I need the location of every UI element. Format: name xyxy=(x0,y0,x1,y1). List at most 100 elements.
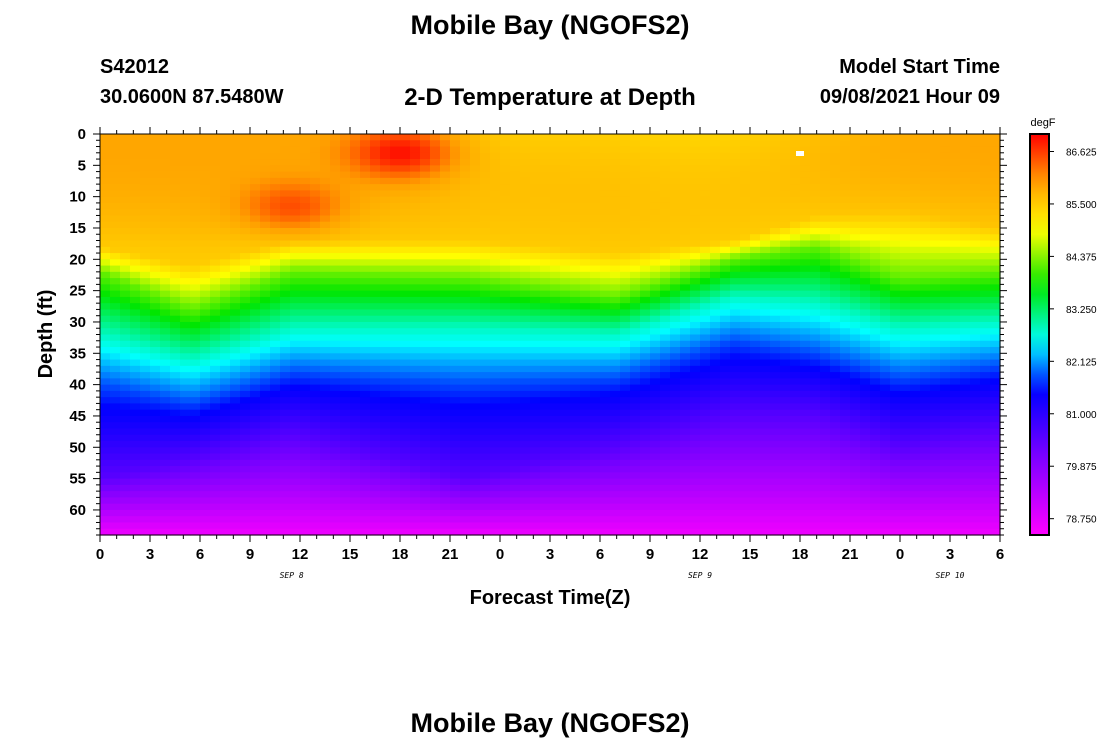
heatmap-cell xyxy=(360,390,371,398)
heatmap-cell xyxy=(140,152,151,160)
heatmap-cell xyxy=(760,516,771,524)
heatmap-cell xyxy=(160,359,171,367)
heatmap-cell xyxy=(600,378,611,386)
heatmap-cell xyxy=(570,315,581,323)
heatmap-cell xyxy=(790,340,801,348)
heatmap-cell xyxy=(740,459,751,467)
heatmap-cell xyxy=(230,365,241,373)
heatmap-cell xyxy=(660,503,671,511)
heatmap-cell xyxy=(830,441,841,448)
heatmap-cell xyxy=(500,165,511,173)
heatmap-cell xyxy=(330,378,341,386)
heatmap-cell xyxy=(310,296,321,304)
heatmap-cell xyxy=(170,234,181,242)
heatmap-cell xyxy=(420,134,431,141)
heatmap-cell xyxy=(750,309,761,317)
heatmap-cell xyxy=(720,259,731,267)
heatmap-cell xyxy=(560,459,571,467)
heatmap-cell xyxy=(410,209,421,217)
heatmap-cell xyxy=(740,253,751,260)
heatmap-cell xyxy=(610,215,621,223)
heatmap-cell xyxy=(420,171,431,179)
heatmap-cell xyxy=(570,422,581,430)
heatmap-cell xyxy=(370,403,381,411)
heatmap-cell xyxy=(260,484,271,492)
heatmap-cell xyxy=(630,184,641,191)
heatmap-cell xyxy=(650,177,661,185)
heatmap-cell xyxy=(700,403,711,411)
heatmap-cell xyxy=(320,303,331,311)
heatmap-cell xyxy=(150,390,161,398)
heatmap-cell xyxy=(300,384,311,392)
heatmap-cell xyxy=(280,484,291,492)
heatmap-cell xyxy=(410,378,421,386)
heatmap-cell xyxy=(840,296,851,304)
heatmap-cell xyxy=(740,140,751,148)
heatmap-cell xyxy=(780,409,791,417)
heatmap-cell xyxy=(720,221,731,229)
heatmap-cell xyxy=(730,271,741,279)
heatmap-cell xyxy=(670,528,681,536)
heatmap-cell xyxy=(810,528,821,536)
heatmap-cell xyxy=(570,340,581,348)
heatmap-cell xyxy=(260,347,271,354)
heatmap-cell xyxy=(570,516,581,524)
heatmap-cell xyxy=(380,453,391,461)
heatmap-cell xyxy=(110,365,121,373)
heatmap-cell xyxy=(680,453,691,461)
heatmap-cell xyxy=(180,478,191,486)
heatmap-cell xyxy=(250,484,261,492)
heatmap-cell xyxy=(410,347,421,354)
heatmap-cell xyxy=(600,159,611,166)
heatmap-cell xyxy=(840,472,851,480)
heatmap-cell xyxy=(390,509,401,517)
heatmap-cell xyxy=(350,190,361,198)
heatmap-cell xyxy=(680,491,691,499)
heatmap-cell xyxy=(720,140,731,148)
heatmap-cell xyxy=(830,246,841,254)
heatmap-cell xyxy=(500,384,511,392)
heatmap-cell xyxy=(680,159,691,166)
heatmap-cell xyxy=(490,202,501,210)
heatmap-cell xyxy=(410,397,421,405)
heatmap-cell xyxy=(190,159,201,166)
heatmap-cell xyxy=(630,491,641,499)
heatmap-cell xyxy=(670,177,681,185)
heatmap-cell xyxy=(810,422,821,430)
heatmap-cell xyxy=(630,340,641,348)
heatmap-cell xyxy=(860,503,871,511)
heatmap-cell xyxy=(870,134,881,141)
heatmap-cell xyxy=(170,484,181,492)
heatmap-cell xyxy=(820,340,831,348)
heatmap-cell xyxy=(590,334,601,342)
heatmap-cell xyxy=(820,359,831,367)
heatmap-cell xyxy=(250,509,261,517)
heatmap-cell xyxy=(100,516,111,524)
heatmap-cell xyxy=(370,159,381,166)
heatmap-cell xyxy=(500,422,511,430)
heatmap-cell xyxy=(720,196,731,204)
heatmap-cell xyxy=(420,353,431,361)
heatmap-cell xyxy=(370,409,381,417)
heatmap-cell xyxy=(830,472,841,480)
heatmap-cell xyxy=(300,340,311,348)
heatmap-cell xyxy=(690,284,701,292)
heatmap-cell xyxy=(810,227,821,235)
heatmap-cell xyxy=(160,409,171,417)
heatmap-cell xyxy=(670,472,681,480)
heatmap-cell xyxy=(620,353,631,361)
heatmap-cell xyxy=(120,428,131,436)
heatmap-cell xyxy=(380,434,391,442)
heatmap-cell xyxy=(640,315,651,323)
heatmap-cell xyxy=(660,328,671,336)
heatmap-cell xyxy=(430,428,441,436)
heatmap-cell xyxy=(710,409,721,417)
heatmap-cell xyxy=(500,415,511,423)
heatmap-cell xyxy=(440,509,451,517)
heatmap-cell xyxy=(680,177,691,185)
heatmap-cell xyxy=(610,209,621,217)
heatmap-cell xyxy=(760,472,771,480)
heatmap-cell xyxy=(260,491,271,499)
heatmap-cell xyxy=(330,447,341,455)
heatmap-cell xyxy=(310,134,321,141)
